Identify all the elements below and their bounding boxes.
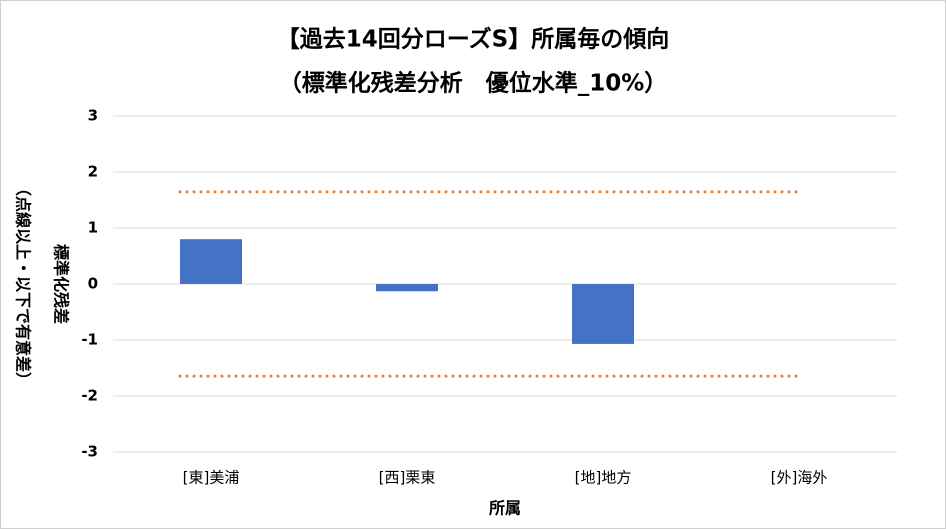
x-axis-label: 所属 — [489, 499, 521, 518]
bar — [572, 284, 634, 344]
y-tick-label: -3 — [81, 443, 98, 461]
x-tick-label: [外]海外 — [771, 469, 828, 487]
x-tick-label: [西]栗東 — [379, 469, 436, 487]
y-axis-note: （点線以上・以下で有意差） — [14, 180, 33, 388]
bar — [376, 284, 438, 292]
y-tick-label: -2 — [81, 387, 98, 405]
chart-subtitle: （標準化残差分析 優位水準_10%） — [279, 70, 668, 97]
y-tick-label: 1 — [88, 219, 98, 237]
y-tick-label: -1 — [81, 331, 98, 349]
y-tick-label: 3 — [88, 107, 98, 125]
x-tick-label: [地]地方 — [575, 469, 632, 487]
bar — [180, 239, 242, 284]
chart-title: 【過去14回分ローズS】所属毎の傾向 — [277, 26, 669, 53]
y-tick-label: 0 — [88, 275, 98, 293]
y-tick-label: 2 — [88, 163, 98, 181]
y-axis-label: 標準化残差 — [52, 244, 71, 324]
x-tick-label: [東]美浦 — [183, 469, 240, 487]
